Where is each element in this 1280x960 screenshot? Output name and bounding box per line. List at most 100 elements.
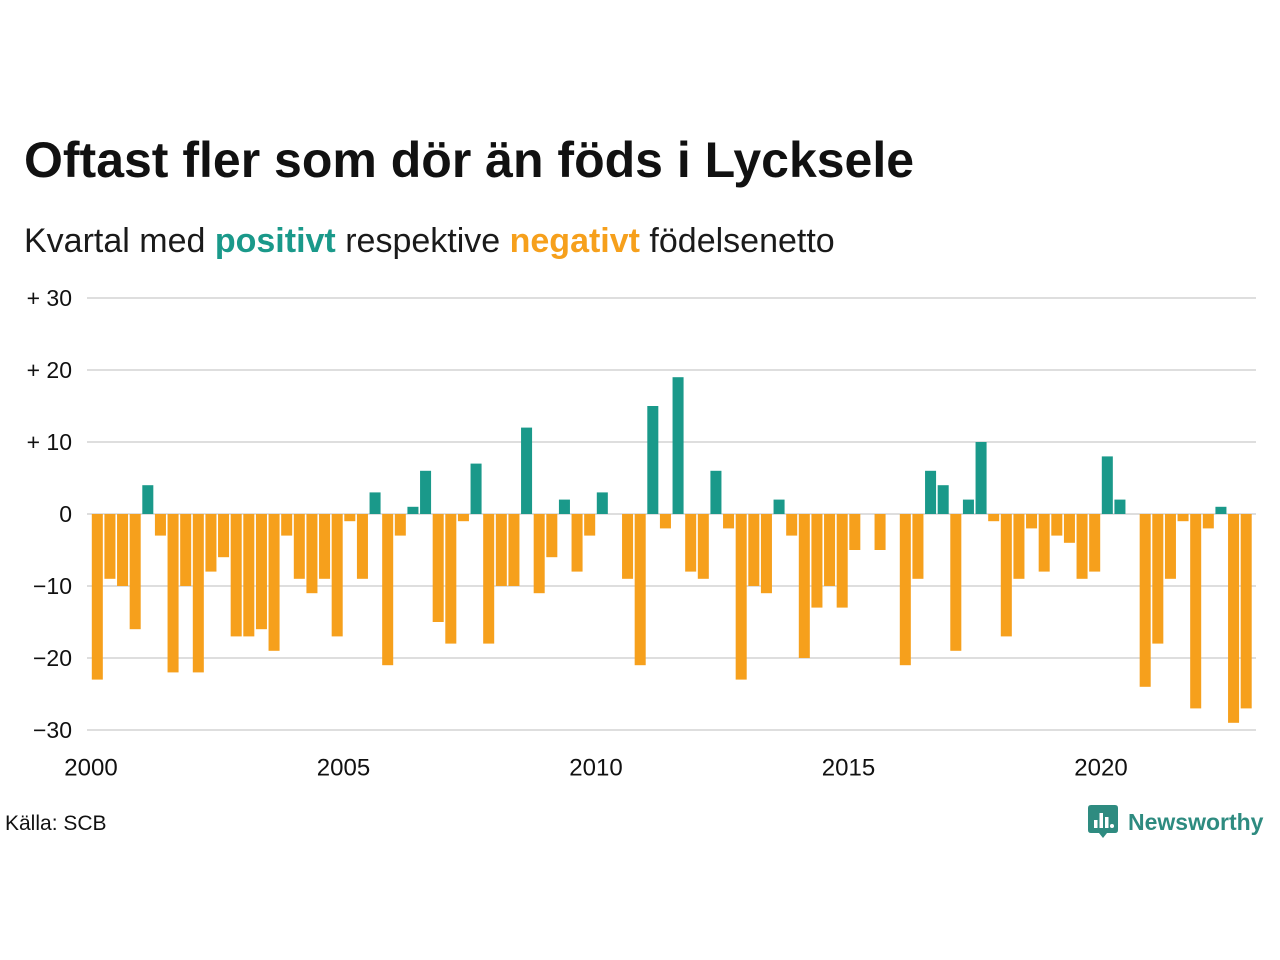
bar-negative: [192, 514, 204, 673]
bar-negative: [950, 514, 962, 651]
bar-negative: [91, 514, 103, 680]
bar-negative: [129, 514, 141, 630]
brand-name: Newsworthy: [1128, 808, 1264, 835]
bar-positive: [975, 442, 987, 514]
logo-dot: [1110, 824, 1114, 828]
subtitle-text-before: Kvartal med: [24, 222, 215, 260]
bar-negative: [495, 514, 507, 586]
bar-negative: [356, 514, 368, 579]
logo-bar: [1105, 817, 1109, 828]
subtitle-text-between: respektive: [335, 222, 510, 260]
bar-negative: [1089, 514, 1101, 572]
y-tick-label: −20: [33, 645, 72, 671]
bar-positive: [710, 470, 722, 514]
bar-negative: [394, 514, 406, 536]
bar-negative: [1063, 514, 1075, 543]
bar-negative: [268, 514, 280, 651]
logo-bar: [1099, 813, 1103, 828]
bar-negative: [104, 514, 116, 579]
bar-negative: [1177, 514, 1189, 522]
x-tick-label: 2020: [1074, 755, 1127, 782]
bar-negative: [1202, 514, 1214, 529]
bar-positive: [558, 499, 570, 514]
x-tick-label: 2015: [822, 755, 875, 782]
y-tick-label: + 30: [27, 285, 72, 311]
bar-negative: [331, 514, 343, 637]
bar-negative: [786, 514, 798, 536]
bar-negative: [154, 514, 166, 536]
bar-negative: [255, 514, 267, 630]
subtitle-negative: negativt: [509, 222, 640, 260]
bar-negative: [319, 514, 331, 579]
bar-negative: [533, 514, 545, 594]
bar-negative: [685, 514, 697, 572]
bar-positive: [407, 506, 419, 514]
bar-negative: [849, 514, 861, 550]
y-tick-label: −10: [33, 573, 72, 599]
bar-negative: [874, 514, 886, 550]
logo-bar: [1094, 820, 1098, 828]
bar-negative: [457, 514, 469, 522]
y-tick-label: 0: [59, 501, 72, 527]
bar-negative: [723, 514, 735, 529]
bar-positive: [1114, 499, 1126, 514]
bar-negative: [293, 514, 305, 579]
bar-negative: [432, 514, 444, 622]
subtitle-text-after: födelsenetto: [639, 222, 835, 260]
subtitle-positive: positivt: [214, 222, 336, 260]
bar-negative: [243, 514, 255, 637]
bar-negative: [117, 514, 129, 586]
y-tick-label: + 10: [27, 429, 72, 455]
source-note: Källa: SCB: [5, 812, 107, 835]
bar-negative: [899, 514, 911, 666]
bar-negative: [1152, 514, 1164, 644]
bar-negative: [571, 514, 583, 572]
bar-negative: [445, 514, 457, 644]
bar-negative: [180, 514, 192, 586]
x-tick-label: 2005: [317, 755, 370, 782]
bar-negative: [1000, 514, 1012, 637]
bar-positive: [1101, 456, 1113, 514]
bar-negative: [912, 514, 924, 579]
bar-positive: [937, 485, 949, 514]
bar-negative: [988, 514, 1000, 522]
bar-negative: [760, 514, 772, 594]
bar-negative: [1240, 514, 1252, 709]
bar-positive: [142, 485, 154, 514]
bar-negative: [798, 514, 810, 658]
bar-negative: [281, 514, 293, 536]
bar-negative: [1139, 514, 1151, 687]
bar-negative: [344, 514, 356, 522]
x-axis-ticks: 2000 2005 2010 2015 2020: [64, 755, 1127, 782]
bar-negative: [824, 514, 836, 586]
chart-title: Oftast fler som dör än föds i Lycksele: [24, 132, 915, 188]
bar-negative: [634, 514, 646, 666]
bar-negative: [1051, 514, 1063, 536]
bar-positive: [521, 427, 533, 514]
bar-positive: [672, 377, 684, 514]
y-tick-label: + 20: [27, 357, 72, 383]
bar-negative: [1164, 514, 1176, 579]
bar-negative: [622, 514, 634, 579]
x-tick-label: 2000: [64, 755, 117, 782]
bar-positive: [369, 492, 381, 514]
bar-negative: [1038, 514, 1050, 572]
bar-negative: [218, 514, 230, 558]
brand-logo: Newsworthy: [1088, 805, 1263, 839]
bar-positive: [1215, 506, 1227, 514]
bar-positive: [962, 499, 974, 514]
bar-negative: [748, 514, 760, 586]
y-tick-label: −30: [33, 717, 72, 743]
bar-negative: [382, 514, 394, 666]
bar-negative: [1228, 514, 1240, 723]
bar-positive: [773, 499, 785, 514]
bar-negative: [483, 514, 495, 644]
bar-negative: [659, 514, 671, 529]
bar-negative: [1190, 514, 1202, 709]
chart-subtitle: Kvartal med positivt respektive negativt…: [24, 219, 835, 263]
bar-negative: [1013, 514, 1025, 579]
bar-positive: [596, 492, 608, 514]
bar-negative: [584, 514, 596, 536]
bar-positive: [470, 463, 482, 514]
